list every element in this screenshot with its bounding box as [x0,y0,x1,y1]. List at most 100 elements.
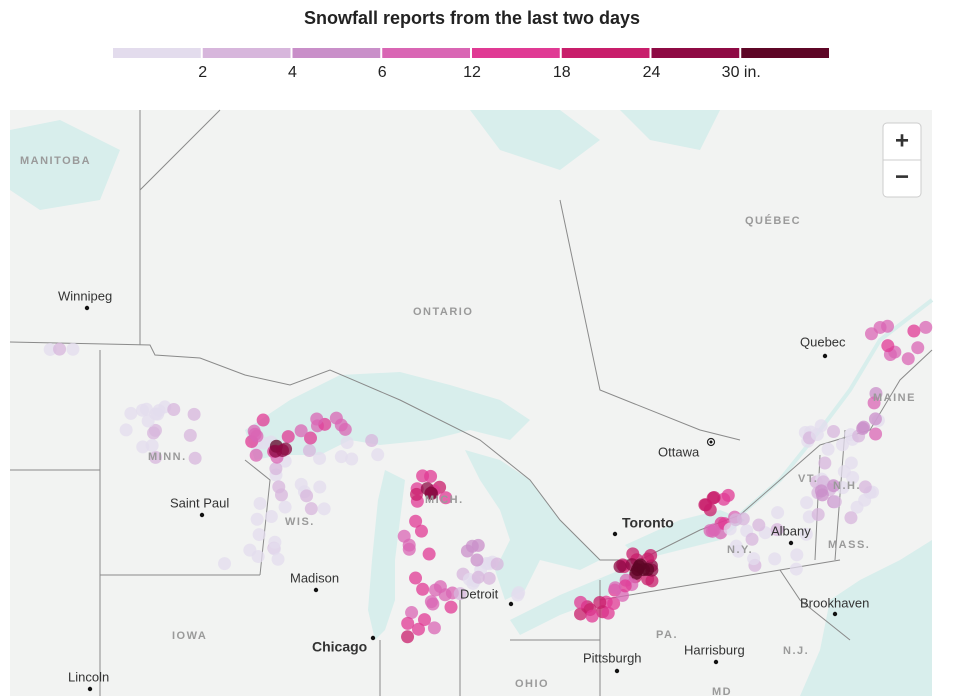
snow-dot [253,496,267,510]
snow-dot [858,493,872,507]
snow-dot [585,609,599,623]
legend-swatch [202,48,291,58]
legend-label: 18 [553,64,571,81]
snow-dot [424,595,438,609]
snow-dot [313,451,327,465]
snow-dot [141,414,155,428]
snow-dot [706,491,720,505]
place-label: MAINE [873,392,916,404]
snow-dot [345,452,359,466]
snow-dot [470,553,484,567]
snow-dot [271,552,285,566]
snow-dot [304,431,318,445]
snow-dot [281,430,295,444]
city-marker [370,635,376,641]
place-label: MINN. [148,451,187,463]
snow-dot [269,462,283,476]
snow-dot [901,352,915,366]
snow-dot [768,552,782,566]
zoom-out[interactable]: − [895,163,909,190]
city-marker [313,587,319,593]
place-label: OHIO [515,678,549,690]
snow-dot [149,450,163,464]
snow-dot [818,456,832,470]
snow-dot [401,616,415,630]
snow-dot [310,412,324,426]
place-labels: MANITOBA Winnipeg ONTARIO QUÉBEC Quebec MAINE… [20,155,916,696]
city-marker [199,512,205,518]
snow-dot [218,557,232,571]
snow-dot [187,407,201,421]
snow-dot [482,571,496,585]
place-label: Lincoln [68,669,109,684]
snow-dot [608,581,622,595]
snow-dot [278,500,292,514]
snow-dot [147,426,161,440]
snow-dot [279,442,293,456]
city-marker [713,659,719,665]
place-label: WIS. [285,516,315,528]
place-label: Harrisburg [684,642,745,657]
snow-dot [835,438,849,452]
snow-dot [729,539,743,553]
snow-dot [414,524,428,538]
legend-swatch [741,48,829,58]
legend-swatch [472,48,560,58]
city-marker [614,668,620,674]
title: Snowfall reports from the last two days [304,8,640,28]
place-label: ONTARIO [413,306,473,318]
snow-dot [302,444,316,458]
snow-dot [881,319,895,333]
snow-dot [881,339,895,353]
snow-dot [294,424,308,438]
city-marker [84,305,90,311]
place-label: MASS. [828,539,870,551]
snow-dot [637,563,651,577]
snow-dot [770,523,784,537]
city-marker [822,353,828,359]
snow-dot [402,538,416,552]
city-marker [508,601,514,607]
snow-dot [453,587,467,601]
snow-dot [857,420,871,434]
place-label: VT. [798,473,818,485]
snow-dot [827,479,841,493]
legend-swatch [382,48,470,58]
legend-swatch [113,48,201,58]
city-marker [87,686,93,692]
snow-dot [574,595,588,609]
legend-label: 6 [378,64,387,81]
snow-dot [593,595,607,609]
city-marker [709,440,713,444]
snow-dot [425,487,439,501]
map: MANITOBA Winnipeg ONTARIO QUÉBEC Quebec MAINE… [9,109,934,696]
place-label: Quebec [800,334,846,349]
place-label: MANITOBA [20,155,91,167]
snow-dot [268,535,282,549]
zoom-in[interactable]: + [895,127,909,154]
snow-dot [424,469,438,483]
snow-dot [250,512,264,526]
city-marker [832,611,838,617]
snow-dot [405,606,419,620]
snow-dot [338,422,352,436]
snow-dot [428,583,442,597]
snow-dot [444,600,458,614]
snow-dot [304,502,318,516]
legend-label: 4 [288,64,297,81]
snow-dot [167,402,181,416]
snow-dot [411,622,425,636]
snow-dot [821,442,835,456]
snow-dot [250,429,264,443]
snow-dot [249,448,263,462]
snow-dot [418,613,432,627]
place-label: MD [712,686,732,696]
snow-dot [119,423,133,437]
snow-dot [618,579,632,593]
place-label: IOWA [172,630,207,642]
place-label: Toronto [622,515,674,531]
snow-dot [864,327,878,341]
place-label: Saint Paul [170,495,229,510]
place-label: N.H. [833,480,861,492]
